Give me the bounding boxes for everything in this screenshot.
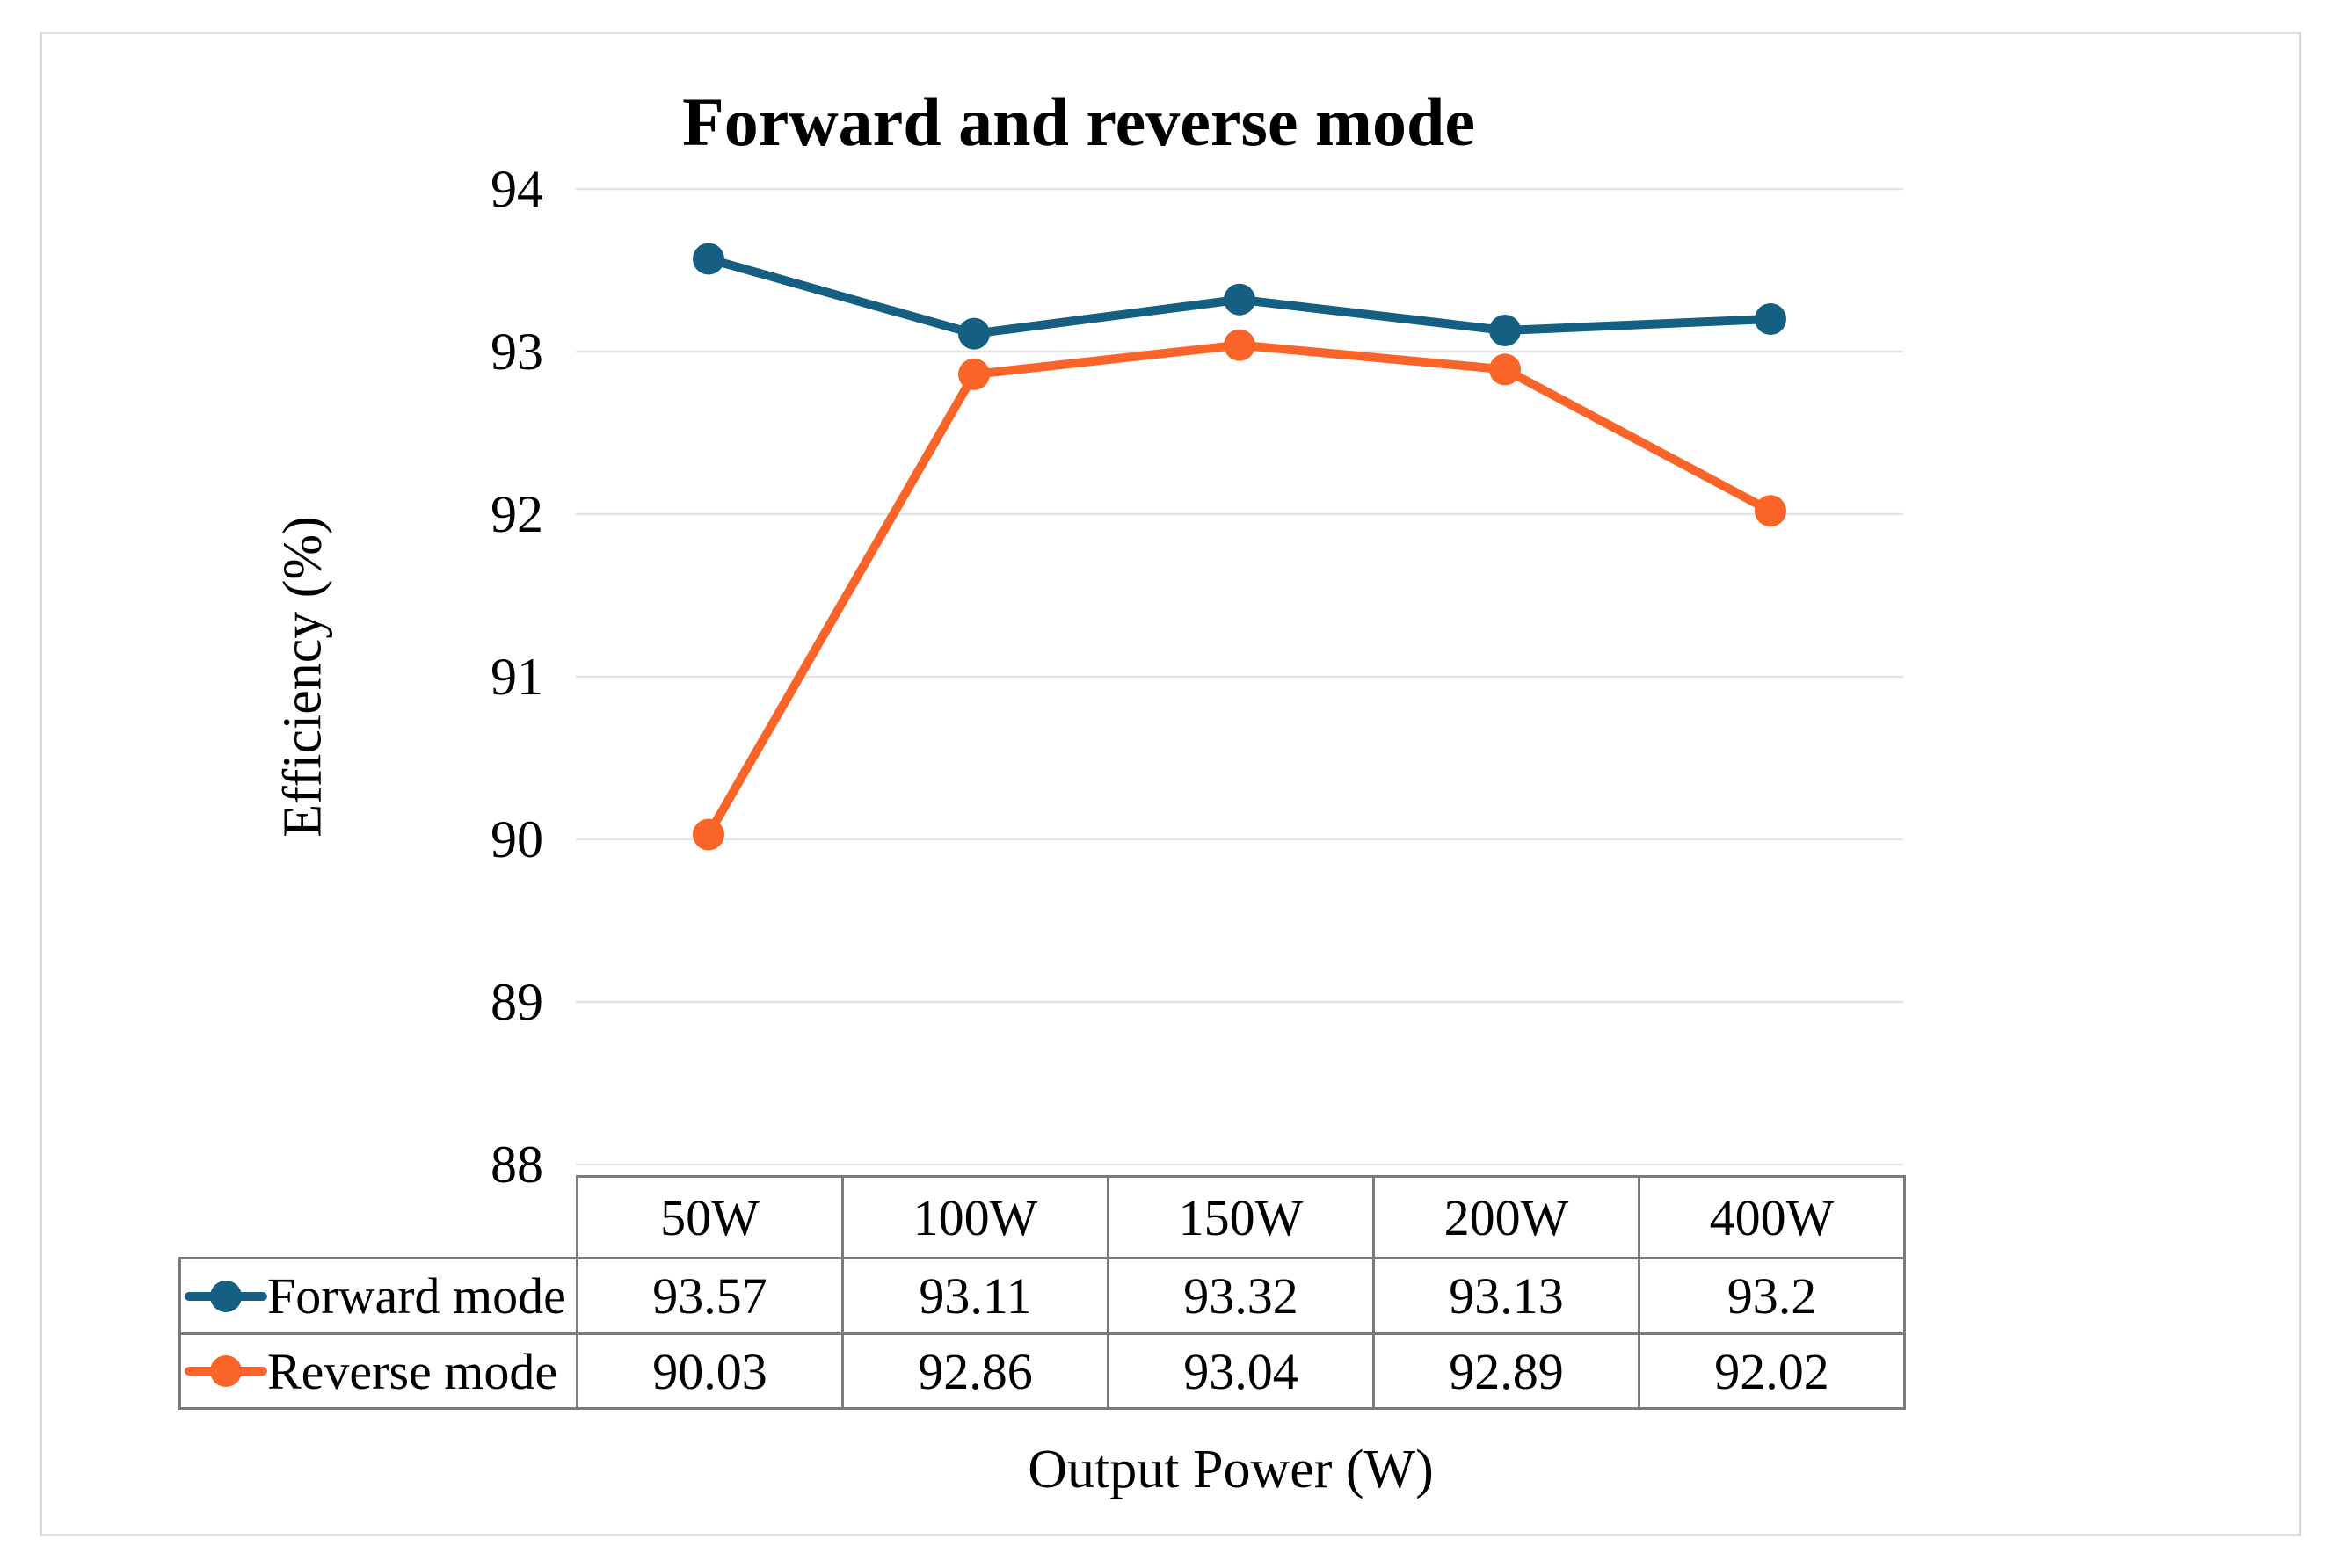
legend-key-icon-forward-mode [185, 1280, 267, 1313]
chart-data-table: 50W 100W 150W 200W 400W Forward mode 93.57 93.1… [178, 1175, 1906, 1410]
table-category-header: 50W [576, 1175, 844, 1259]
table-value-cell: 93.32 [1107, 1257, 1375, 1335]
series-line-reverse-mode [704, 340, 1775, 839]
table-category-header: 100W [841, 1175, 1109, 1259]
table-value-cell: 93.04 [1107, 1332, 1375, 1410]
y-tick-label: 94 [491, 160, 543, 218]
table-category-header: 400W [1638, 1175, 1906, 1259]
table-value-cell: 93.57 [576, 1257, 844, 1335]
data-point-marker-reverse-mode [693, 818, 724, 851]
table-value-cell: 90.03 [576, 1332, 844, 1410]
table-value-cell: 93.11 [841, 1257, 1109, 1335]
y-tick-label: 90 [491, 810, 543, 868]
table-value-cell: 92.02 [1638, 1332, 1906, 1410]
legend-series-label: Forward mode [267, 1267, 566, 1325]
legend-series-label: Reverse mode [267, 1342, 558, 1400]
data-point-marker-forward-mode [1224, 283, 1255, 316]
data-table: 50W 100W 150W 200W 400W Forward mode 93.57 93.1… [178, 1175, 1906, 1410]
table-value-cell: 93.2 [1638, 1257, 1906, 1335]
legend-cell: Forward mode [178, 1257, 578, 1335]
table-value-cell: 92.89 [1372, 1332, 1640, 1410]
table-value-cell: 92.86 [841, 1332, 1109, 1410]
y-tick-label: 89 [491, 973, 543, 1031]
data-point-marker-reverse-mode [958, 358, 990, 390]
data-point-marker-reverse-mode [1224, 329, 1255, 361]
y-tick-label: 91 [491, 648, 543, 706]
legend-key-icon-reverse-mode [185, 1354, 267, 1388]
legend-cell: Reverse mode [178, 1332, 578, 1410]
data-point-marker-forward-mode [958, 317, 990, 350]
table-category-header: 200W [1372, 1175, 1640, 1259]
table-category-header: 150W [1107, 1175, 1375, 1259]
data-point-marker-forward-mode [693, 243, 724, 275]
y-tick-label: 92 [491, 485, 543, 543]
chart-title: Forward and reverse mode [682, 83, 1475, 160]
data-point-marker-reverse-mode [1755, 495, 1786, 527]
table-corner-cell [180, 1177, 578, 1259]
y-tick-label: 93 [491, 323, 543, 381]
y-tick-label: 88 [491, 1136, 543, 1194]
x-axis-title: Output Power (W) [1028, 1440, 1434, 1499]
table-value-cell: 93.13 [1372, 1257, 1640, 1335]
data-point-marker-forward-mode [1755, 303, 1786, 335]
data-point-marker-reverse-mode [1489, 353, 1521, 386]
data-point-marker-forward-mode [1489, 314, 1521, 346]
